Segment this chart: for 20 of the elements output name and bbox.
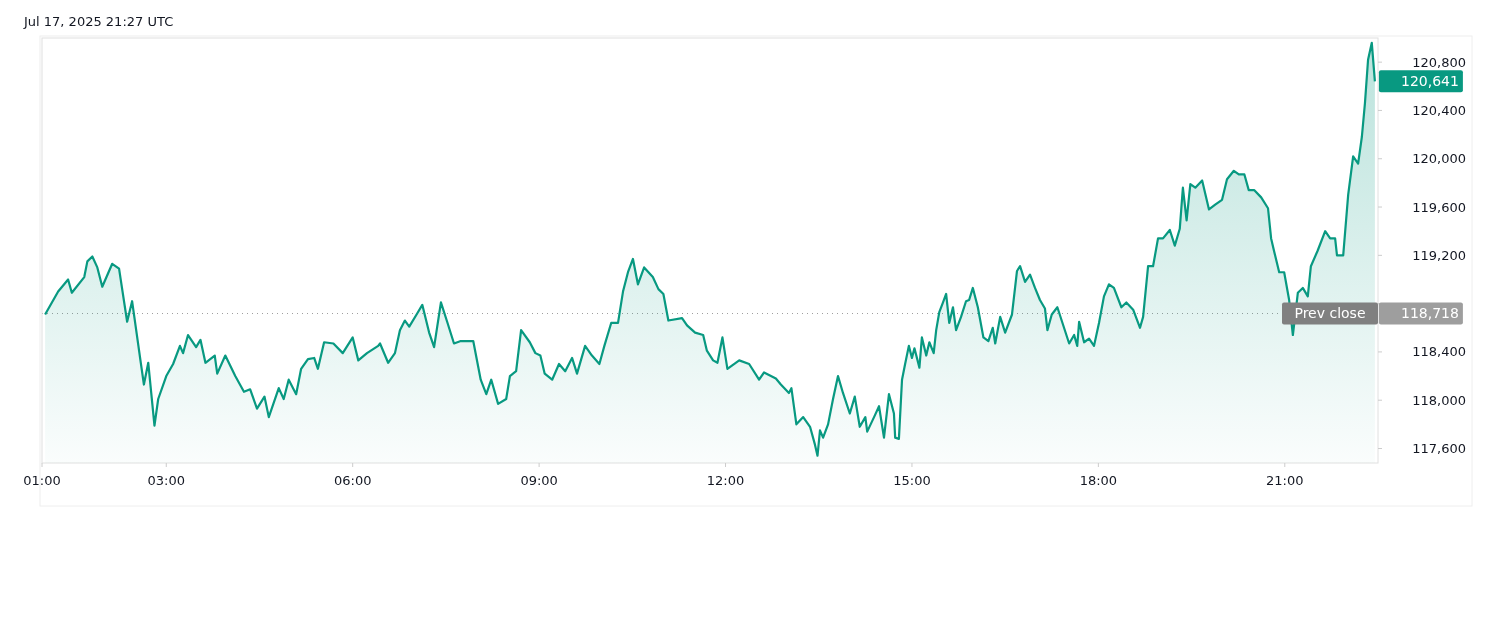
x-tick-label: 06:00 — [333, 473, 372, 488]
x-tick-label: 15:00 — [893, 473, 931, 488]
x-tick-label: 18:00 — [1079, 473, 1118, 488]
x-tick-label: 09:00 — [520, 473, 558, 488]
x-tick-label: 01:00 — [23, 473, 61, 488]
ref-line-label: Prev close — [1294, 305, 1366, 322]
x-tick-label: 12:00 — [706, 473, 745, 488]
y-tick-label: 120,800 — [1412, 54, 1466, 70]
y-tick-label: 120,000 — [1412, 151, 1466, 167]
annotation: 118,718 — [1400, 305, 1459, 322]
x-tick-label: 21:00 — [1266, 473, 1304, 488]
y-tick-label: 119,200 — [1412, 247, 1466, 263]
x-tick-label: 03:00 — [147, 473, 186, 488]
y-tick-label: 118,000 — [1412, 392, 1466, 408]
y-tick-label: 120,400 — [1412, 102, 1466, 118]
y-tick-label: 117,600 — [1412, 441, 1466, 457]
chart-title: Jul 17, 2025 21:27 UTC — [23, 14, 174, 29]
y-tick-label: 118,400 — [1412, 344, 1466, 360]
annotation: 120,641 — [1400, 73, 1459, 90]
y-tick-label: 119,600 — [1412, 199, 1466, 215]
